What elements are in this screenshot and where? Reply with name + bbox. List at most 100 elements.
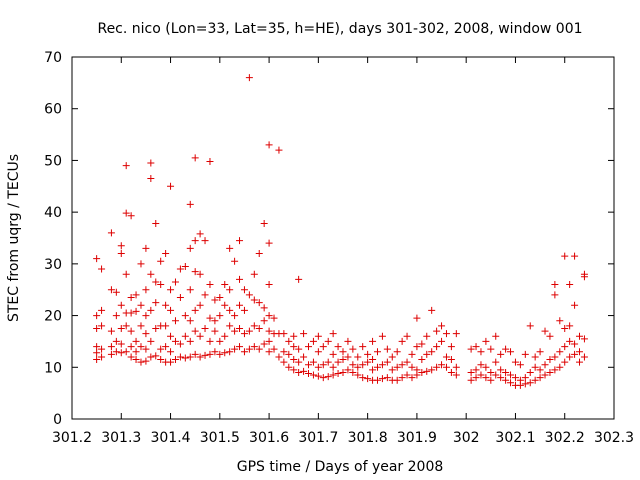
data-point [482, 374, 490, 382]
data-point [344, 353, 352, 361]
data-point [447, 368, 455, 376]
data-point [388, 353, 396, 361]
data-point [93, 343, 101, 351]
data-point [98, 265, 106, 273]
data-point [566, 281, 574, 289]
data-point [403, 371, 411, 379]
data-point [147, 306, 155, 314]
data-point [349, 361, 357, 369]
data-point [147, 353, 155, 361]
data-point [206, 337, 214, 345]
data-point [201, 325, 209, 332]
data-point [142, 345, 150, 353]
y-axis: 0 10 20 30 40 50 60 70 [44, 50, 614, 428]
x-tick-label: 301.5 [200, 430, 240, 446]
data-point [383, 345, 391, 353]
data-point [507, 379, 515, 387]
data-point [383, 374, 391, 382]
data-point [265, 312, 273, 320]
data-point [152, 220, 160, 228]
data-point [181, 354, 189, 362]
data-point [373, 348, 381, 356]
data-point [152, 299, 160, 307]
data-point [176, 340, 184, 348]
data-point [171, 337, 179, 345]
data-point [167, 286, 175, 294]
data-point [127, 327, 135, 335]
data-point [536, 348, 544, 356]
data-point [226, 306, 234, 314]
data-point [176, 265, 184, 273]
data-point [571, 340, 579, 348]
data-point [477, 371, 485, 379]
data-point [388, 366, 396, 374]
x-tick-label: 301.7 [298, 430, 338, 446]
data-point [403, 332, 411, 340]
data-point [566, 353, 574, 361]
data-point [571, 252, 579, 260]
data-point [531, 376, 539, 384]
data-point [152, 325, 160, 332]
data-point [359, 361, 367, 369]
data-point [472, 374, 480, 382]
data-point [117, 340, 125, 348]
data-point [541, 371, 549, 379]
data-point [162, 343, 170, 351]
data-point [132, 348, 140, 356]
data-point [546, 332, 554, 340]
data-point [231, 345, 239, 353]
data-point [285, 350, 293, 358]
data-point [240, 348, 248, 356]
data-point [127, 212, 135, 220]
data-point [93, 356, 101, 364]
data-point [112, 288, 120, 296]
data-point [191, 306, 199, 314]
data-point [487, 345, 495, 353]
data-point [191, 327, 199, 335]
data-point [137, 358, 145, 366]
data-point [521, 350, 529, 358]
data-point [393, 348, 401, 356]
data-point [531, 353, 539, 361]
data-point [181, 262, 189, 270]
data-point [329, 330, 337, 338]
data-point [152, 352, 160, 360]
data-point [339, 348, 347, 356]
data-point [566, 337, 574, 345]
data-point [561, 343, 569, 351]
data-point [221, 301, 229, 309]
data-point [260, 317, 268, 325]
data-point [142, 244, 150, 252]
data-point [245, 74, 253, 82]
data-point [171, 278, 179, 286]
data-point [117, 325, 125, 332]
data-point [580, 270, 588, 278]
data-point [507, 371, 515, 379]
data-point [231, 327, 239, 335]
data-point [107, 350, 115, 358]
x-tick-label: 302 [453, 430, 480, 446]
data-point [309, 371, 317, 379]
data-point [423, 367, 431, 375]
data-point [167, 182, 175, 190]
data-point [162, 250, 170, 258]
y-tick-label: 60 [44, 102, 62, 118]
data-point [349, 368, 357, 376]
data-point [580, 335, 588, 343]
data-point [167, 358, 175, 366]
data-point [157, 345, 165, 353]
data-point [334, 343, 342, 351]
data-point [206, 157, 214, 165]
data-point [442, 353, 450, 361]
data-point [191, 237, 199, 245]
data-point [250, 322, 258, 330]
data-point [556, 348, 564, 356]
x-tick-label: 302.2 [545, 430, 585, 446]
data-point [526, 368, 534, 376]
data-point [378, 375, 386, 383]
data-point [260, 304, 268, 312]
data-point [423, 332, 431, 340]
data-point [309, 358, 317, 366]
data-point [211, 296, 219, 304]
